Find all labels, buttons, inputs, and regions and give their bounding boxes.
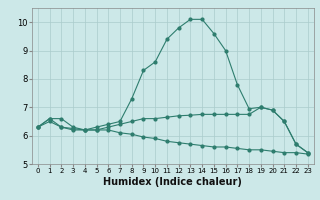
X-axis label: Humidex (Indice chaleur): Humidex (Indice chaleur) bbox=[103, 177, 242, 187]
